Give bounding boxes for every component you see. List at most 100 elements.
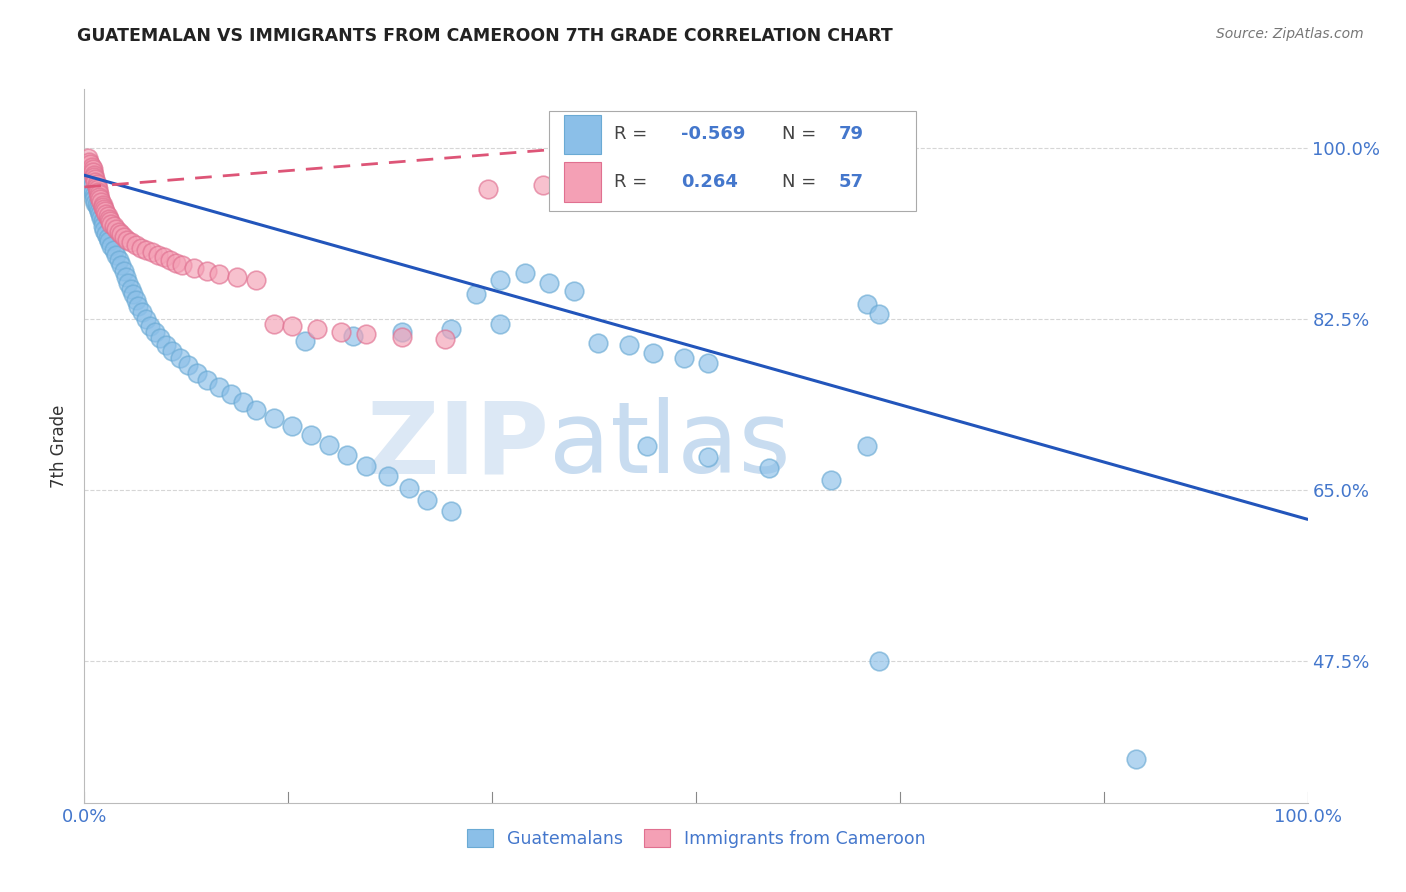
Point: [162, 344, 184, 359]
Point: [120, 282, 142, 296]
Text: GUATEMALAN VS IMMIGRANTS FROM CAMEROON 7TH GRADE CORRELATION CHART: GUATEMALAN VS IMMIGRANTS FROM CAMEROON 7…: [77, 27, 893, 45]
Point: [643, 346, 665, 360]
Point: [100, 217, 122, 231]
Point: [87, 204, 110, 219]
Point: [129, 241, 152, 255]
Point: [97, 212, 120, 227]
Point: [617, 338, 640, 352]
Bar: [564, 114, 600, 153]
Point: [82, 162, 104, 177]
Point: [86, 180, 108, 194]
Point: [84, 175, 107, 189]
Bar: [550, 111, 917, 211]
Point: [87, 182, 110, 196]
Point: [125, 293, 148, 308]
Point: [110, 227, 132, 241]
Point: [398, 481, 420, 495]
Point: [1125, 752, 1147, 766]
Point: [856, 297, 879, 311]
Text: N =: N =: [782, 125, 821, 143]
Point: [77, 165, 100, 179]
Point: [79, 157, 101, 171]
Point: [135, 312, 157, 326]
Point: [103, 219, 125, 233]
Point: [131, 305, 153, 319]
Point: [377, 469, 399, 483]
Point: [281, 419, 304, 434]
Point: [103, 244, 125, 258]
Point: [263, 410, 285, 425]
Point: [97, 234, 120, 248]
Point: [697, 450, 720, 464]
Point: [110, 258, 132, 272]
Point: [77, 154, 100, 169]
Point: [440, 321, 463, 335]
Point: [83, 170, 105, 185]
Point: [105, 222, 128, 236]
Point: [820, 473, 842, 487]
Point: [86, 197, 108, 211]
Point: [245, 273, 267, 287]
Point: [513, 266, 536, 280]
Point: [531, 178, 554, 192]
Point: [155, 338, 177, 352]
Point: [107, 253, 129, 268]
Point: [219, 387, 242, 401]
Point: [97, 231, 120, 245]
Point: [100, 238, 122, 252]
Point: [98, 214, 121, 228]
Point: [869, 654, 891, 668]
Text: N =: N =: [782, 173, 821, 191]
Y-axis label: 7th Grade: 7th Grade: [51, 404, 69, 488]
Point: [159, 253, 181, 268]
Point: [489, 273, 512, 287]
Point: [208, 267, 231, 281]
Point: [149, 331, 172, 345]
Point: [342, 328, 364, 343]
Point: [141, 245, 163, 260]
Point: [82, 185, 104, 199]
Point: [354, 326, 377, 341]
Point: [165, 256, 187, 270]
Point: [87, 185, 110, 199]
Point: [172, 258, 194, 272]
Point: [91, 214, 114, 228]
Point: [84, 172, 107, 186]
Text: 79: 79: [839, 125, 865, 143]
Point: [869, 307, 891, 321]
Point: [416, 492, 439, 507]
Point: [83, 187, 105, 202]
Point: [391, 325, 413, 339]
Point: [93, 202, 115, 217]
Point: [636, 439, 658, 453]
Point: [672, 351, 695, 365]
Point: [87, 190, 110, 204]
Legend: Guatemalans, Immigrants from Cameroon: Guatemalans, Immigrants from Cameroon: [460, 822, 932, 855]
Point: [89, 207, 111, 221]
Point: [586, 336, 609, 351]
Bar: [564, 162, 600, 202]
Point: [135, 243, 157, 257]
Point: [89, 192, 111, 206]
Point: [354, 458, 377, 473]
Text: atlas: atlas: [550, 398, 790, 494]
Point: [143, 325, 166, 339]
Text: R =: R =: [614, 173, 652, 191]
Point: [112, 264, 135, 278]
Point: [91, 219, 114, 233]
Point: [84, 195, 107, 210]
Text: 57: 57: [839, 173, 865, 191]
Point: [93, 223, 115, 237]
Text: -0.569: -0.569: [682, 125, 745, 143]
Point: [83, 168, 105, 182]
Point: [122, 287, 145, 301]
Point: [183, 261, 205, 276]
Point: [391, 329, 413, 343]
Point: [330, 325, 353, 339]
Point: [294, 334, 316, 349]
Point: [195, 264, 218, 278]
Point: [562, 284, 585, 298]
Point: [83, 192, 105, 206]
Point: [440, 504, 463, 518]
Point: [139, 318, 162, 333]
